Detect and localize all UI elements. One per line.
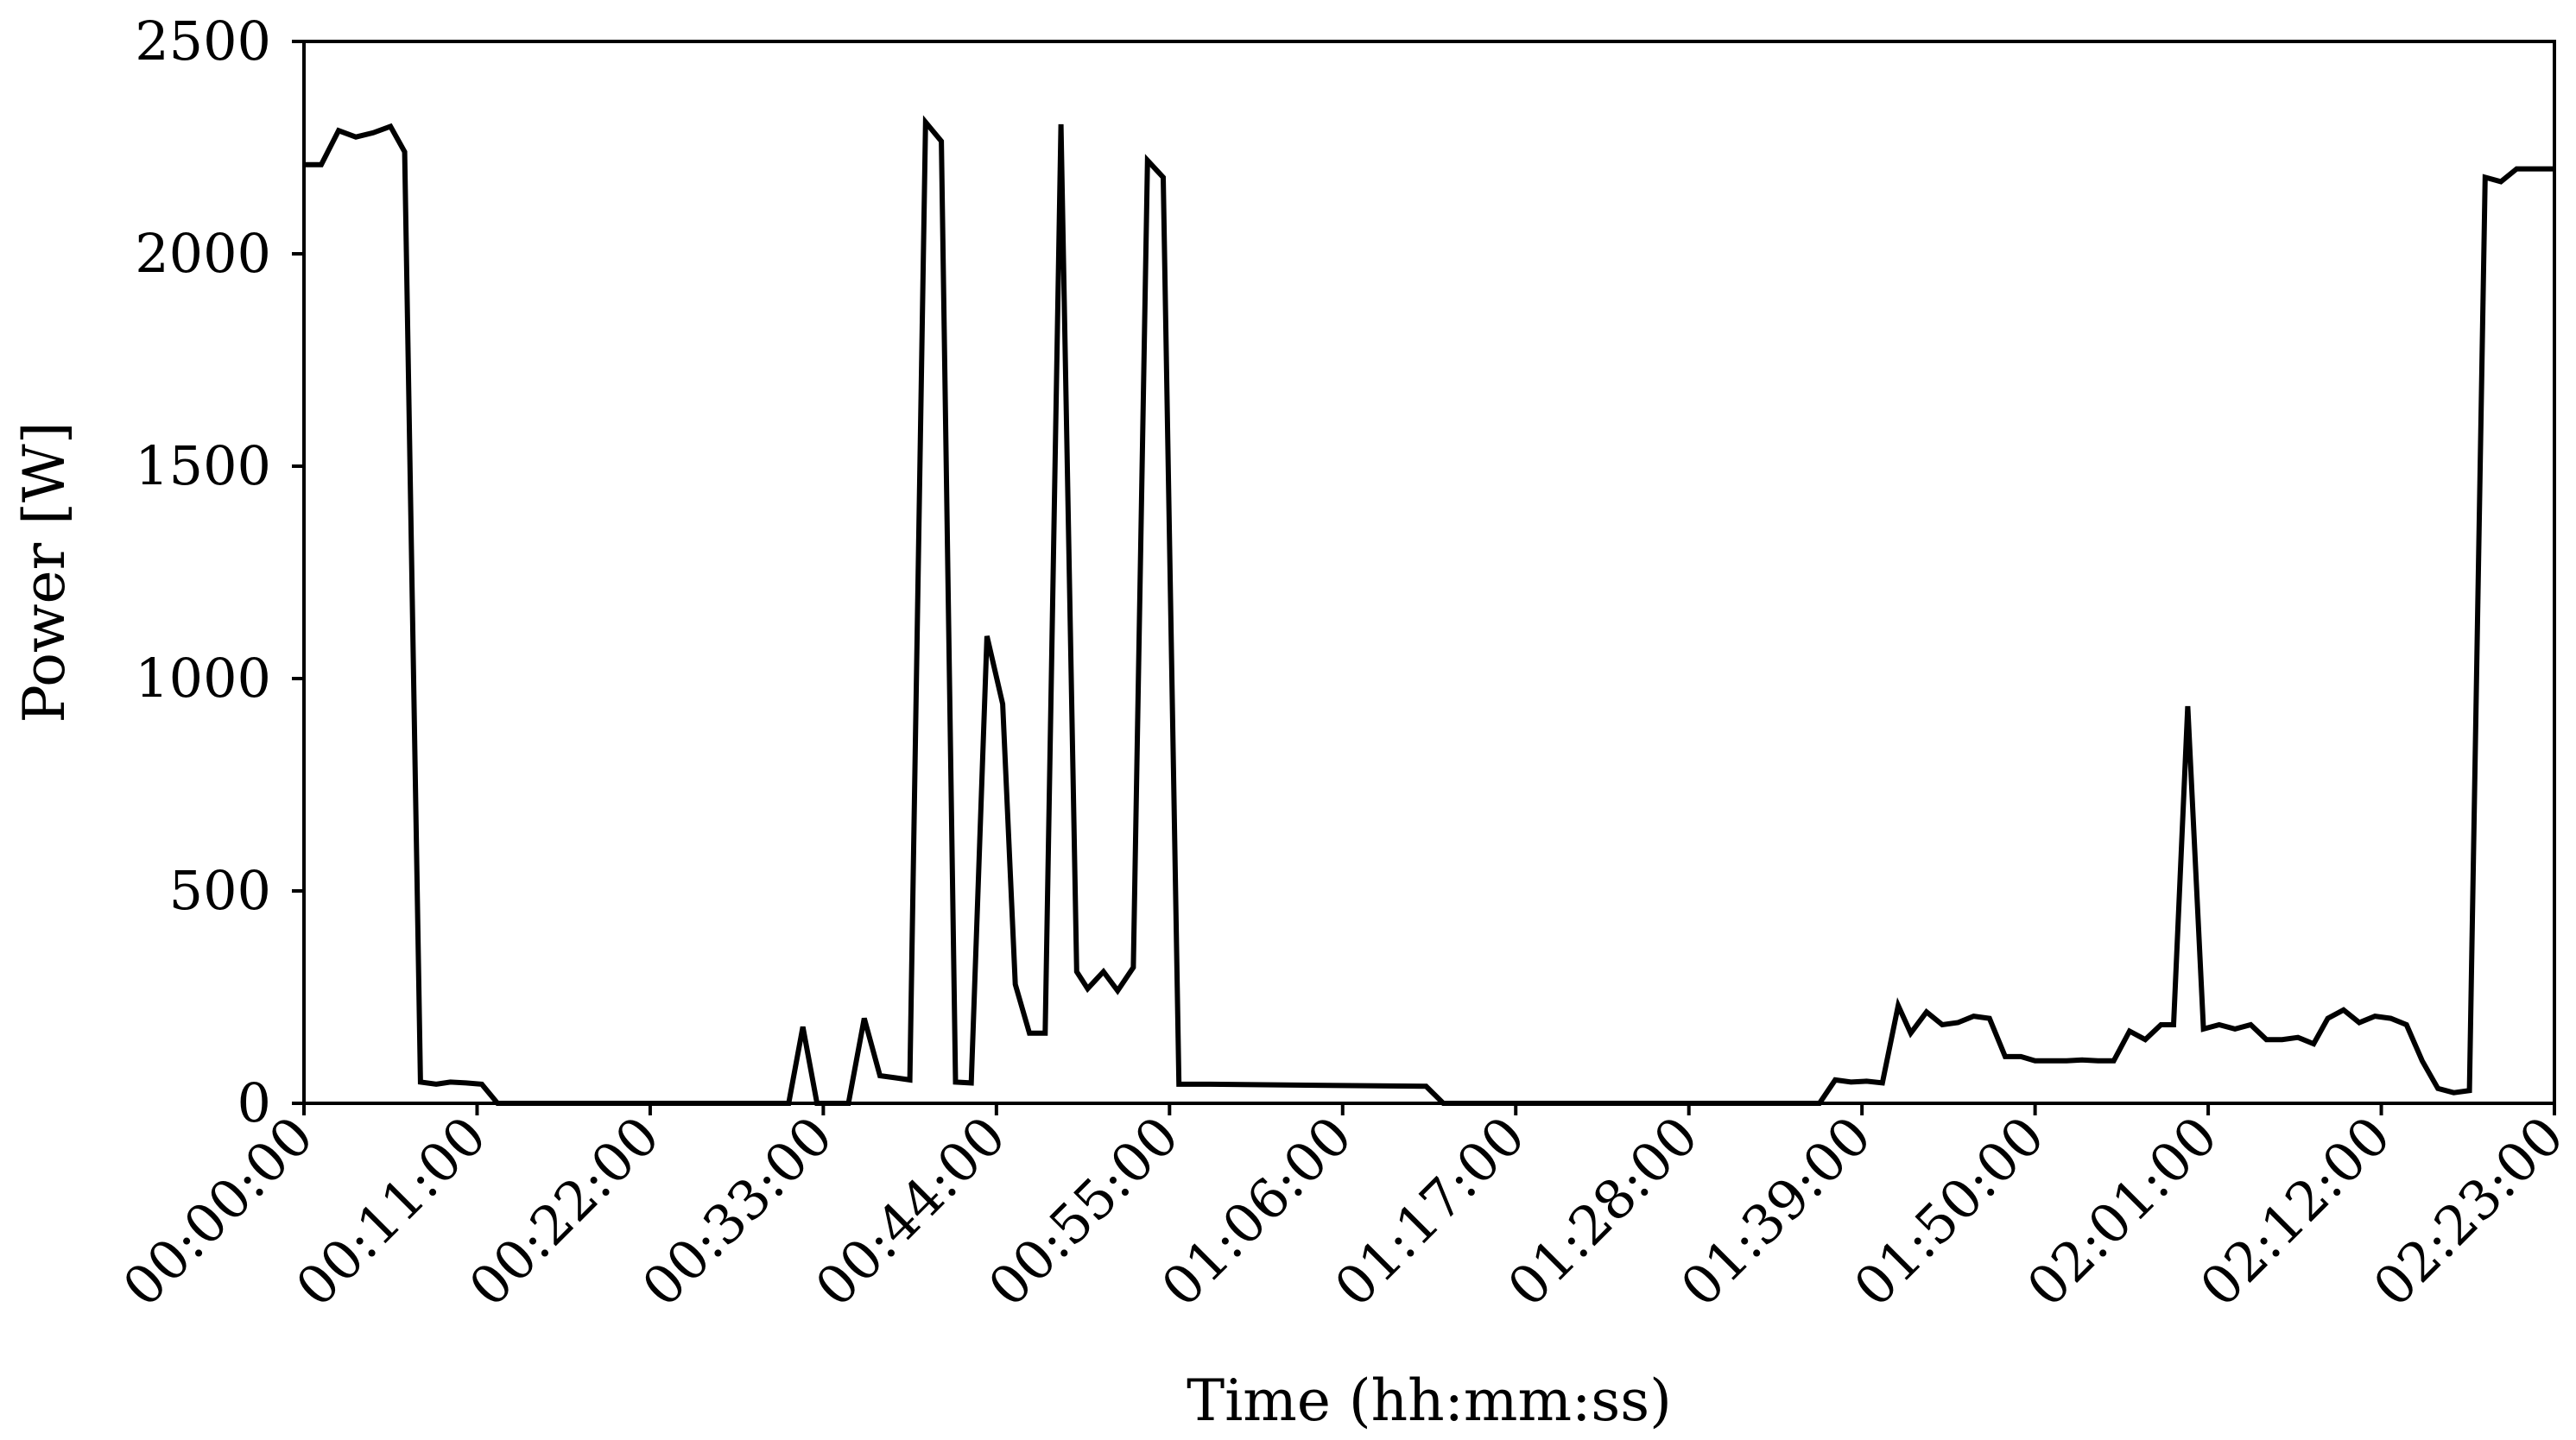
plot-frame	[302, 40, 2556, 1105]
power-series-line	[304, 115, 2554, 1106]
y-axis-ticks: 0 500 1000 1500 2000 2500	[135, 9, 304, 1134]
x-tick-label: 00:22:00	[457, 1104, 672, 1319]
x-tick-label: 00:44:00	[803, 1104, 1018, 1319]
x-axis-title: Time (hh:mm:ss)	[1187, 1367, 1672, 1434]
x-tick-label: 01:17:00	[1322, 1104, 1537, 1319]
series-group	[304, 115, 2554, 1106]
y-tick-label: 500	[169, 859, 271, 922]
x-tick-label: 00:11:00	[284, 1104, 499, 1319]
x-tick-label: 01:39:00	[1668, 1104, 1883, 1319]
x-tick-label: 02:01:00	[2015, 1104, 2230, 1319]
y-tick-label: 1000	[135, 647, 271, 710]
x-tick-label: 02:23:00	[2361, 1104, 2576, 1319]
y-axis-title: Power [W]	[11, 422, 78, 723]
x-tick-label: 01:06:00	[1149, 1104, 1364, 1319]
x-tick-label: 00:55:00	[976, 1104, 1191, 1319]
y-tick-label: 2000	[135, 222, 271, 285]
x-tick-label: 00:33:00	[630, 1104, 845, 1319]
y-tick-label: 2500	[135, 9, 271, 73]
x-tick-label: 02:12:00	[2188, 1104, 2403, 1319]
x-axis-ticks: 00:00:0000:11:0000:22:0000:33:0000:44:00…	[111, 1103, 2576, 1319]
y-tick-label: 1500	[135, 434, 271, 497]
x-tick-label: 01:50:00	[1842, 1104, 2057, 1319]
y-tick-label: 0	[237, 1071, 271, 1134]
x-tick-label: 01:28:00	[1496, 1104, 1711, 1319]
x-tick-label: 00:00:00	[111, 1104, 326, 1319]
